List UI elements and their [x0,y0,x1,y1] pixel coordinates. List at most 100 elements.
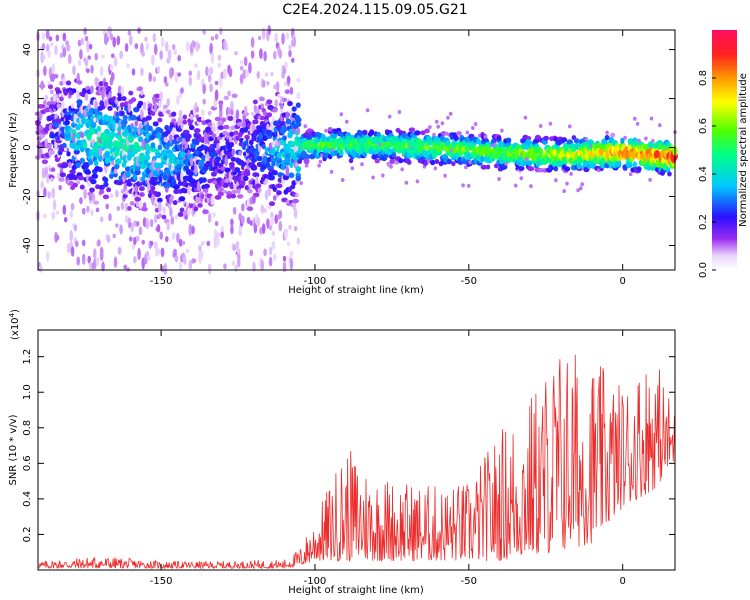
heatmap-cell [144,154,151,161]
heatmap-cell [177,72,181,77]
snr-frame [37,329,676,571]
heatmap-cell [339,112,344,117]
heatmap-cell [212,126,216,134]
heatmap-cell [126,181,133,187]
heatmap-cell [47,49,51,59]
heatmap-cell [252,99,258,105]
heatmap-cell [98,84,103,95]
heatmap-cell [483,134,488,139]
heatmap-panel: -150 -100 -50 0 -40 -20 0 20 40 Height of strai… [8,25,678,296]
heatmap-cell [408,127,416,133]
heatmap-cell [91,193,96,202]
heatmap-cell [180,171,184,183]
heatmap-cell [182,114,187,120]
heatmap-cell [632,161,637,168]
heatmap-cell [284,61,288,69]
heatmap-cell [223,124,230,130]
heatmap-cell [52,100,58,105]
heatmap-cell [104,99,108,108]
heatmap-cell [126,63,130,69]
heatmap-cell [138,86,143,91]
heatmap-cell [391,152,397,158]
heatmap-cell [217,191,224,197]
heatmap-cell [43,213,47,219]
heatmap-cell [257,187,262,194]
heatmap-cell [288,172,295,179]
heatmap-cell [109,64,114,71]
heatmap-cell [68,180,75,186]
heatmap-cell [48,36,53,42]
heatmap-cell [167,49,172,61]
heatmap-cell [242,69,247,80]
heatmap-cell [176,232,180,243]
svg-text:(x104): (x104) [8,309,21,340]
heatmap-cell [180,87,184,94]
heatmap-cell [41,42,46,51]
heatmap-x-ticks: -150 -100 -50 0 [150,30,626,287]
heatmap-cell [565,181,569,186]
heatmap-cell [230,156,236,162]
heatmap-cell [153,43,158,56]
heatmap-cell [205,66,209,77]
heatmap-cell [165,41,169,52]
heatmap-cell [131,147,139,155]
heatmap-cell [274,214,279,225]
heatmap-cell [318,159,323,164]
heatmap-cell [260,103,265,110]
heatmap-cell [362,129,368,135]
heatmap-cell [103,177,109,183]
heatmap-cell [223,68,227,80]
heatmap-cell [165,109,171,115]
heatmap-cell [198,245,202,252]
heatmap-cell [48,150,55,155]
heatmap-cell [43,65,47,76]
colorbar-tick-label: 0.6 [698,118,709,134]
heatmap-cell [432,132,436,137]
heatmap-cell [82,142,88,149]
heatmap-cell [237,248,241,255]
heatmap-cell [288,49,292,58]
heatmap-cell [136,145,142,152]
heatmap-cell [188,124,195,131]
colorbar-tick-label: 0.8 [698,70,709,86]
heatmap-cell [256,155,263,162]
heatmap-cell [219,27,223,36]
heatmap-cell [548,121,553,126]
heatmap-cell [394,160,400,165]
heatmap-cell [424,128,430,134]
heatmap-cell [106,187,112,193]
heatmap-cell [165,129,171,135]
heatmap-cell [214,33,219,40]
heatmap-cell [88,261,93,270]
heatmap-cell [160,265,165,273]
heatmap-cell [152,76,157,82]
heatmap-cell [238,212,242,221]
heatmap-cell [158,99,162,108]
heatmap-cell [295,166,302,173]
heatmap-cell [93,200,100,205]
heatmap-cell [237,256,241,268]
heatmap-cell [111,72,115,82]
heatmap-cell [500,128,504,133]
heatmap-cell [145,115,152,121]
heatmap-cell [104,128,111,135]
heatmap-cell [614,161,622,167]
heatmap-cell [178,260,183,271]
heatmap-cell [139,93,145,99]
heatmap-cell [170,67,175,77]
heatmap-cell [150,142,156,149]
heatmap-cell [45,250,50,262]
heatmap-cell [476,138,481,145]
heatmap-cell [76,99,83,105]
heatmap-cell [93,160,99,167]
heatmap-cell [184,215,188,220]
heatmap-cell [209,83,213,93]
heatmap-cell [255,183,262,189]
heatmap-cell [100,104,106,110]
colorbar-ticks: 0.0 0.2 0.4 0.6 0.8 [698,70,716,278]
heatmap-cell [94,53,98,61]
heatmap-cell [142,217,147,228]
x-tick-label: -100 [304,276,327,287]
heatmap-cell [235,135,240,141]
heatmap-cell [88,43,93,50]
